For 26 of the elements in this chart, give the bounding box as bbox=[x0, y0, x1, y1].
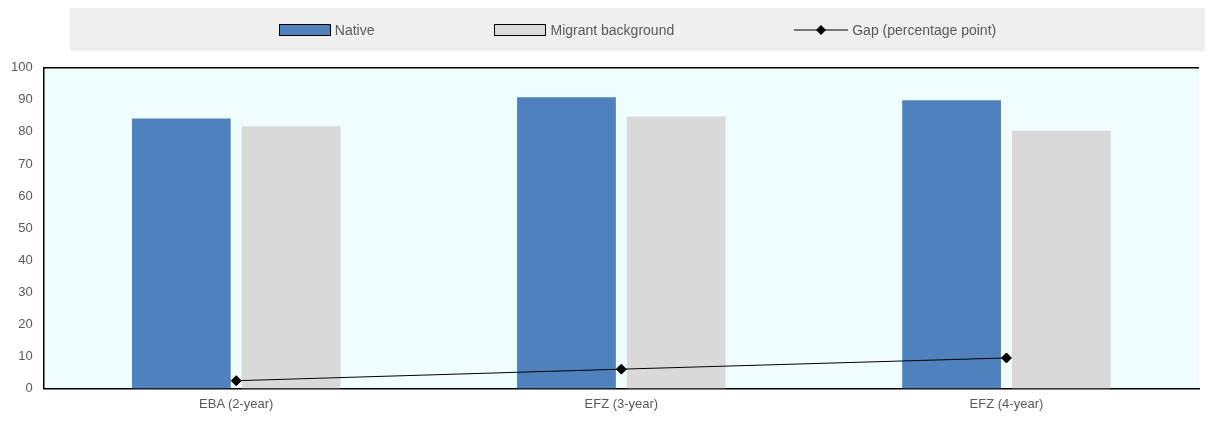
bar bbox=[241, 126, 341, 389]
x-tick-label: EBA (2-year) bbox=[199, 395, 274, 411]
y-tick-label: 100 bbox=[10, 59, 33, 75]
legend-label: Gap (percentage point) bbox=[852, 21, 997, 38]
y-tick-label: 20 bbox=[18, 315, 33, 331]
x-tick-label: EFZ (3-year) bbox=[584, 395, 659, 411]
y-tick-label: 0 bbox=[25, 379, 33, 395]
y-tick-label: 40 bbox=[18, 251, 33, 267]
y-tick-label: 80 bbox=[18, 123, 33, 139]
y-tick-label: 50 bbox=[18, 219, 33, 235]
y-tick-label: 60 bbox=[18, 187, 33, 203]
y-tick-label: 30 bbox=[18, 283, 33, 299]
bar bbox=[517, 97, 616, 389]
y-tick-label: 70 bbox=[18, 155, 33, 171]
y-tick-label: 10 bbox=[18, 347, 33, 363]
x-tick-label: EFZ (4-year) bbox=[969, 395, 1044, 411]
bar bbox=[902, 100, 1001, 389]
point bbox=[1000, 352, 1012, 364]
point bbox=[230, 375, 242, 387]
point bbox=[615, 363, 627, 375]
legend-label: Native bbox=[334, 21, 375, 38]
y-tick-label: 90 bbox=[18, 91, 33, 107]
bar bbox=[626, 116, 726, 389]
bar bbox=[1011, 130, 1111, 389]
bar bbox=[131, 118, 231, 389]
legend-label: Migrant background bbox=[550, 21, 675, 38]
